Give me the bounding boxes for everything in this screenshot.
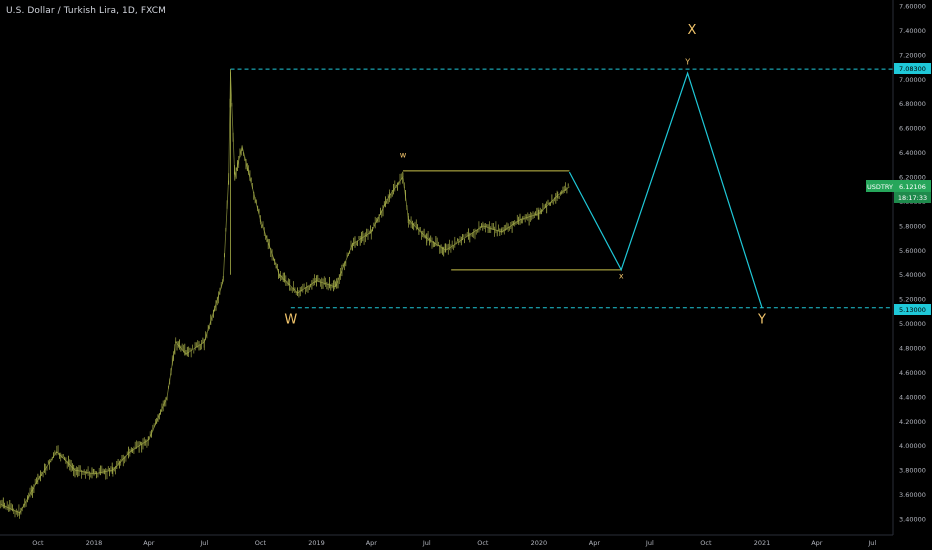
- x-tick-label: Jul: [867, 539, 876, 547]
- y-tick-label: 3.40000: [899, 516, 926, 524]
- lower-level-badge-bg: [894, 304, 931, 315]
- y-tick-label: 7.60000: [899, 3, 926, 11]
- price-line: [0, 73, 570, 514]
- y-tick-label: 4.60000: [899, 369, 926, 377]
- x-tick-label: Apr: [811, 539, 823, 547]
- chart-title: U.S. Dollar / Turkish Lira, 1D, FXCM: [6, 6, 166, 16]
- wave-label: W: [284, 313, 297, 328]
- y-tick-label: 3.60000: [899, 491, 926, 499]
- lower-level-badge: 5.13000: [899, 306, 926, 314]
- wave-labels: Ww x X Y Y: [284, 23, 766, 327]
- price-badges: 7.08300 5.13000 USDTRY 6.12106 18:17:33: [866, 63, 931, 315]
- y-tick-label: 7.40000: [899, 27, 926, 35]
- x-tick-label: Jul: [645, 539, 654, 547]
- wave-label: X: [687, 23, 696, 38]
- x-tick-label: Oct: [477, 539, 489, 547]
- y-tick-label: 4.40000: [899, 393, 926, 401]
- y-tick-label: 6.40000: [899, 149, 926, 157]
- x-tick-label: 2019: [308, 539, 325, 547]
- y-tick-label: 4.00000: [899, 442, 926, 450]
- range-box: [403, 170, 622, 271]
- y-tick-label: 5.00000: [899, 320, 926, 328]
- wave-label: Y: [684, 58, 690, 67]
- x-tick-label: 2018: [86, 539, 103, 547]
- price-axis[interactable]: 3.40000 3.60000 3.80000 4.00000 4.20000 4.400…: [899, 3, 926, 524]
- y-tick-label: 6.80000: [899, 100, 926, 108]
- x-tick-label: Apr: [366, 539, 378, 547]
- y-tick-label: 5.80000: [899, 222, 926, 230]
- x-tick-label: Oct: [255, 539, 267, 547]
- x-tick-label: 2021: [754, 539, 771, 547]
- last-price-badge: 6.12106: [899, 183, 926, 191]
- x-tick-label: Jul: [199, 539, 208, 547]
- y-tick-label: 4.80000: [899, 345, 926, 353]
- y-tick-label: 5.60000: [899, 247, 926, 255]
- price-series: [0, 73, 570, 514]
- time-axis[interactable]: Oct 2018 Apr Jul Oct 2019 Apr Jul Oct 2020 Apr Jul O…: [32, 539, 876, 547]
- upper-level-badge-bg: [894, 63, 931, 74]
- x-tick-label: Jul: [422, 539, 431, 547]
- y-tick-label: 6.20000: [899, 174, 926, 182]
- y-tick-label: 5.20000: [899, 296, 926, 304]
- wave-label: Y: [757, 313, 766, 328]
- upper-level-badge: 7.08300: [899, 65, 926, 73]
- dashed-levels: [230, 68, 893, 309]
- y-tick-label: 5.40000: [899, 271, 926, 279]
- wave-label: w: [400, 150, 407, 159]
- x-tick-label: Apr: [589, 539, 601, 547]
- symbol-badge: USDTRY: [867, 183, 893, 191]
- symbol-badge-bg: [866, 180, 894, 192]
- y-tick-label: 7.20000: [899, 51, 926, 59]
- x-tick-label: 2020: [531, 539, 548, 547]
- y-tick-label: 4.20000: [899, 418, 926, 426]
- y-tick-label: 7.00000: [899, 76, 926, 84]
- countdown-badge-bg: [894, 192, 931, 203]
- wave-label: x: [619, 271, 624, 280]
- countdown-badge: 18:17:33: [898, 194, 927, 202]
- projection-path: [568, 71, 763, 308]
- wave-projection: [568, 71, 763, 308]
- last-price-badge-bg: [894, 180, 931, 192]
- x-tick-label: Oct: [32, 539, 44, 547]
- y-tick-label: 3.80000: [899, 467, 926, 475]
- x-tick-label: Apr: [143, 539, 155, 547]
- y-tick-label: 6.60000: [899, 125, 926, 133]
- x-tick-label: Oct: [700, 539, 712, 547]
